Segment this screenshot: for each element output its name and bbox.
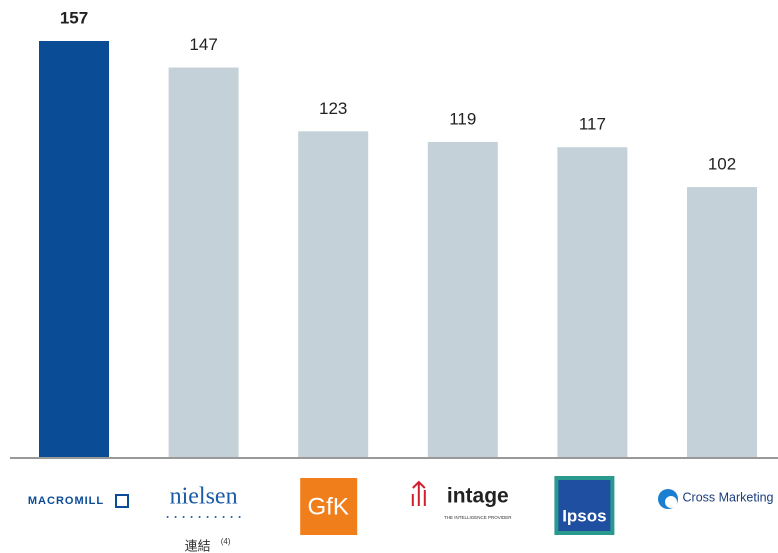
note-ref: (4) bbox=[221, 537, 231, 546]
bar bbox=[39, 41, 109, 458]
logo-dot bbox=[230, 516, 233, 518]
logo-dot bbox=[206, 516, 209, 518]
logo-ipsos-inner bbox=[558, 480, 611, 531]
bar bbox=[168, 67, 239, 458]
bar bbox=[427, 141, 498, 458]
logo-dot bbox=[198, 516, 201, 518]
value-label: 157 bbox=[60, 8, 88, 27]
logo-icon bbox=[115, 494, 129, 508]
logo-dot bbox=[222, 516, 225, 518]
logo-dot bbox=[214, 516, 217, 518]
logo-gfk-box bbox=[300, 478, 358, 535]
value-label: 102 bbox=[708, 155, 736, 174]
logo-dot bbox=[182, 516, 185, 518]
logo-ipsos: Ipsos bbox=[562, 506, 606, 525]
logo-macromill: MACROMILL bbox=[28, 495, 104, 507]
value-label: 147 bbox=[189, 35, 217, 54]
logo-nielsen: nielsen bbox=[170, 484, 238, 510]
bar bbox=[557, 147, 628, 458]
logo-intage: intage bbox=[447, 485, 509, 508]
logo-dot bbox=[190, 516, 193, 518]
bar bbox=[298, 131, 369, 458]
value-label: 119 bbox=[449, 109, 476, 128]
logo-dot bbox=[166, 516, 169, 518]
bar bbox=[687, 187, 757, 458]
logo-gfk: GfK bbox=[308, 493, 349, 520]
logo-dot bbox=[238, 516, 241, 518]
note: 連結 bbox=[185, 538, 211, 553]
logo-cross: Cross Marketing bbox=[683, 490, 774, 504]
logo-intage-tagline: THE INTELLIGENCE PROVIDER bbox=[444, 515, 512, 520]
value-label: 117 bbox=[579, 115, 606, 134]
value-label: 123 bbox=[319, 99, 347, 118]
logo-intage-icon bbox=[411, 480, 426, 506]
logo-dot bbox=[174, 516, 177, 518]
logo-cross-icon-inner bbox=[665, 496, 677, 508]
